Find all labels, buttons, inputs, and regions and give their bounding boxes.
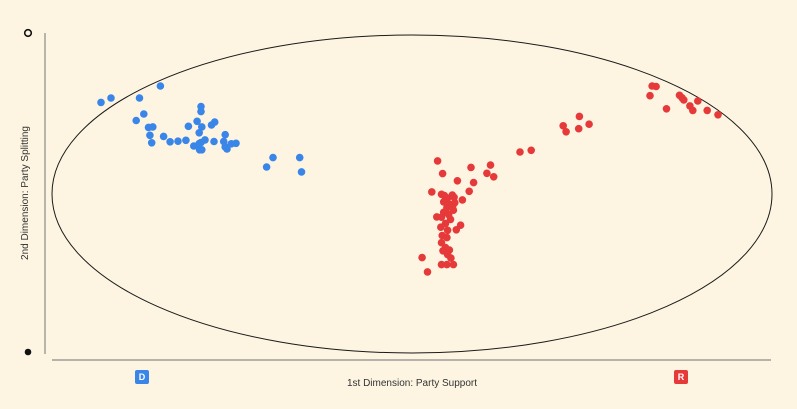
data-point-r-44 — [562, 128, 570, 136]
data-point-r-59 — [714, 111, 722, 119]
data-point-r-28 — [423, 268, 432, 276]
data-point-r-42 — [527, 146, 535, 155]
data-point-r-50 — [646, 91, 654, 100]
data-point-r-34 — [469, 178, 478, 187]
data-point-r-17 — [443, 233, 451, 242]
data-point-d-9 — [159, 132, 168, 141]
data-point-d-0 — [97, 98, 105, 107]
data-point-r-43 — [559, 122, 567, 130]
x-axis-title: 1st Dimension: Party Support — [347, 378, 477, 389]
boundary-ellipse — [51, 34, 773, 354]
data-point-r-41 — [516, 148, 524, 156]
data-point-d-31 — [221, 130, 229, 139]
y-axis-top-marker — [23, 28, 33, 38]
points-layer — [97, 82, 722, 276]
data-point-r-56 — [694, 97, 702, 105]
data-point-r-63 — [439, 198, 448, 206]
data-point-d-18 — [201, 136, 209, 144]
data-point-r-45 — [574, 124, 583, 133]
data-point-r-33 — [453, 177, 462, 185]
data-point-r-60 — [440, 191, 449, 200]
republican-badge: R — [674, 370, 688, 384]
data-point-r-54 — [680, 96, 688, 104]
data-point-r-62 — [448, 191, 457, 199]
data-point-d-12 — [182, 136, 190, 145]
data-point-r-32 — [428, 188, 436, 196]
data-point-d-36 — [195, 146, 204, 154]
data-point-d-37 — [210, 137, 218, 146]
data-point-r-57 — [689, 106, 697, 115]
data-point-r-31 — [452, 226, 461, 234]
data-point-r-36 — [433, 157, 442, 165]
data-point-r-40 — [486, 161, 495, 169]
data-point-d-32 — [262, 163, 271, 171]
data-point-d-2 — [135, 94, 144, 102]
data-point-d-11 — [174, 137, 182, 145]
data-point-d-13 — [184, 122, 193, 131]
data-point-d-23 — [198, 123, 206, 131]
data-point-r-29 — [433, 213, 441, 221]
data-point-d-28 — [221, 143, 229, 151]
data-point-r-24 — [449, 260, 458, 269]
data-point-r-49 — [652, 82, 660, 91]
data-point-d-22 — [195, 129, 203, 137]
data-point-d-5 — [132, 116, 140, 125]
data-point-r-26 — [443, 260, 451, 269]
data-point-r-37 — [467, 163, 475, 172]
data-point-r-2 — [465, 187, 474, 196]
data-point-d-10 — [166, 138, 174, 146]
data-point-d-3 — [156, 82, 165, 90]
data-point-r-46 — [575, 112, 584, 121]
data-point-r-58 — [703, 106, 711, 115]
data-point-d-7 — [146, 131, 154, 140]
data-point-d-34 — [295, 153, 304, 162]
data-point-d-19 — [193, 117, 201, 126]
data-point-d-25 — [210, 118, 219, 126]
y-axis-title: 2nd Dimension: Party Splitting — [20, 126, 31, 260]
data-point-r-61 — [445, 200, 454, 208]
data-point-r-47 — [585, 120, 593, 128]
data-point-r-35 — [438, 169, 447, 178]
data-point-r-25 — [437, 260, 446, 269]
data-point-d-35 — [297, 168, 306, 176]
democrat-badge: D — [135, 370, 149, 384]
data-point-r-51 — [662, 105, 671, 113]
data-point-r-27 — [418, 253, 426, 262]
data-point-r-15 — [443, 226, 452, 235]
data-point-r-39 — [489, 173, 498, 181]
data-point-d-1 — [107, 94, 115, 102]
data-point-d-8 — [147, 139, 156, 147]
data-point-r-8 — [449, 206, 458, 214]
data-point-d-21 — [197, 102, 205, 111]
data-point-d-38 — [149, 123, 157, 131]
data-point-r-4 — [458, 196, 467, 204]
data-point-d-33 — [269, 153, 277, 162]
data-point-r-38 — [483, 169, 491, 178]
data-point-d-4 — [140, 110, 148, 118]
y-axis-bottom-marker — [24, 348, 32, 356]
data-point-d-30 — [232, 139, 240, 148]
data-point-r-23 — [447, 254, 455, 262]
data-point-r-14 — [437, 223, 445, 231]
